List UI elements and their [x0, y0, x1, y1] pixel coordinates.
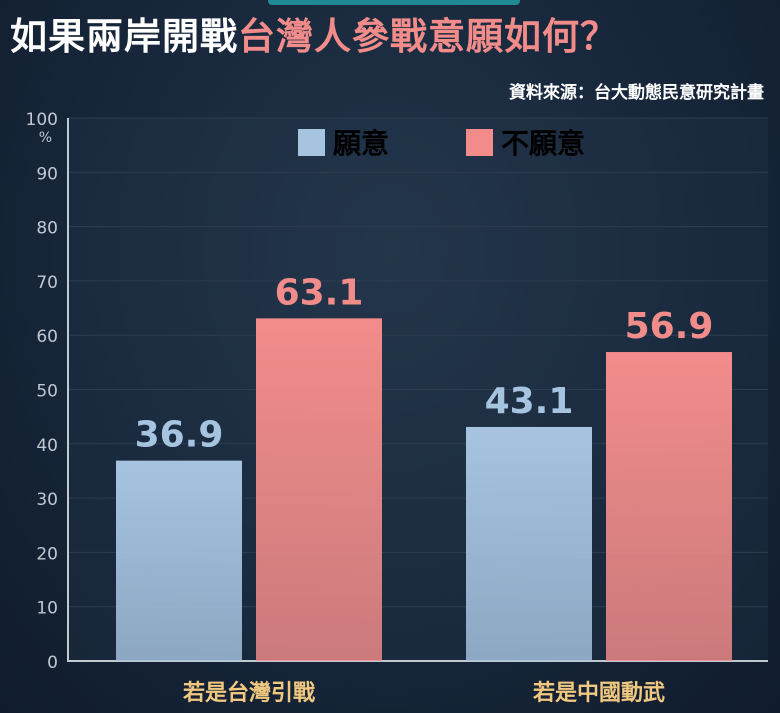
bar-willing-0	[116, 460, 242, 661]
y-tick-label: 10	[36, 599, 58, 619]
y-tick-label: 50	[36, 382, 58, 402]
x-category-label: 若是中國動武	[533, 680, 665, 706]
legend-swatch-unwilling	[466, 128, 493, 156]
y-tick-label: 0	[47, 653, 58, 673]
x-category-label: 若是台灣引戰	[183, 680, 315, 706]
y-unit-label: %	[39, 130, 52, 146]
chart-legend: 願意 不願意	[0, 122, 780, 162]
legend-item-willing: 願意	[298, 122, 389, 162]
chart-title-part1: 如果兩岸開戰	[10, 15, 238, 58]
y-tick-label: 80	[36, 219, 58, 239]
chart-title: 如果兩岸開戰台灣人參戰意願如何？	[10, 8, 618, 66]
y-tick-label: 20	[36, 544, 58, 564]
legend-label-willing: 願意	[333, 127, 390, 160]
legend-item-unwilling: 不願意	[466, 122, 585, 162]
chart-title-part2: 台灣人參戰意願如何？	[238, 15, 618, 58]
source-note: 資料來源：台大動態民意研究計畫	[509, 83, 764, 103]
data-label: 63.1	[275, 272, 364, 313]
data-label: 56.9	[625, 306, 714, 347]
data-label: 36.9	[135, 415, 224, 456]
data-label: 43.1	[485, 381, 574, 422]
bar-willing-1	[466, 426, 592, 661]
y-tick-label: 30	[36, 490, 58, 510]
y-tick-label: 60	[36, 327, 58, 347]
legend-swatch-willing	[298, 128, 325, 156]
legend-label-unwilling: 不願意	[501, 127, 586, 160]
y-tick-label: 40	[36, 436, 58, 456]
y-tick-label: 100	[26, 110, 58, 130]
bar-unwilling-1	[606, 352, 732, 661]
y-tick-label: 70	[36, 273, 58, 293]
y-tick-label: 90	[36, 164, 58, 184]
bar-unwilling-0	[256, 318, 382, 661]
top-accent-bar	[268, 0, 520, 5]
